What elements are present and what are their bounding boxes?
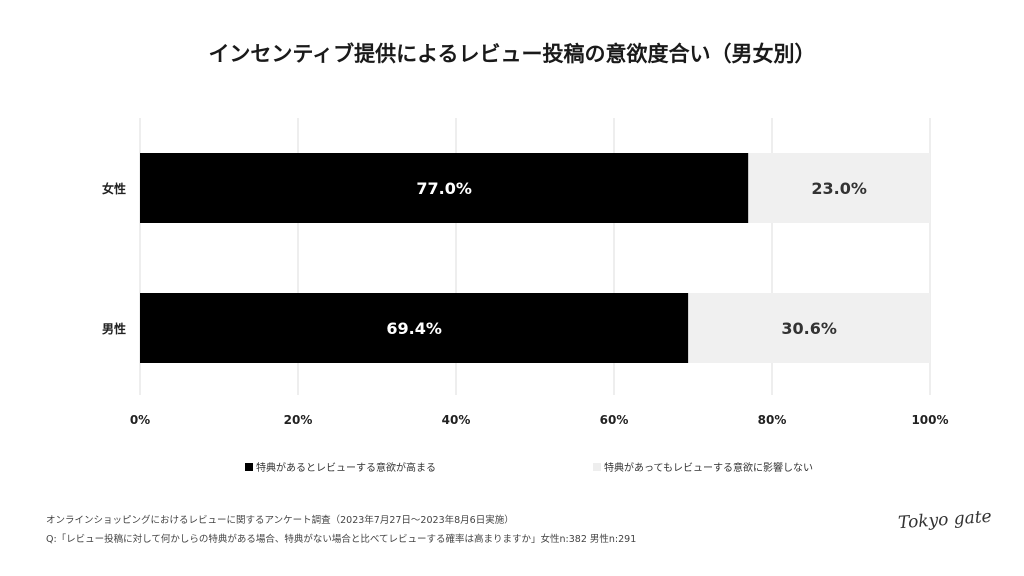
category-label: 女性 bbox=[102, 181, 126, 196]
x-tick-label: 0% bbox=[130, 413, 150, 427]
bar-segment bbox=[748, 153, 930, 223]
x-tick-label: 100% bbox=[911, 413, 948, 427]
data-label: 69.4% bbox=[386, 319, 442, 338]
legend-label: 特典があってもレビューする意欲に影響しない bbox=[604, 463, 813, 474]
x-tick-label: 80% bbox=[758, 413, 787, 427]
legend-swatch bbox=[593, 462, 601, 471]
x-tick-label: 40% bbox=[442, 413, 471, 427]
bar-segment bbox=[140, 153, 749, 223]
data-label: 23.0% bbox=[811, 179, 867, 198]
chart-title: インセンティブ提供によるレビュー投稿の意欲度合い（男女別） bbox=[208, 42, 816, 66]
legend-item-increase: 特典があるとレビューする意欲が高まる bbox=[245, 459, 436, 474]
legend-swatch bbox=[245, 462, 253, 471]
bar-segment bbox=[140, 293, 689, 363]
bar-segment bbox=[688, 293, 930, 363]
category-label: 男性 bbox=[102, 321, 126, 336]
question-note: Q:「レビュー投稿に対して何かしらの特典がある場合、特典がない場合と比べてレビュ… bbox=[46, 534, 637, 545]
legend-item-no-effect: 特典があってもレビューする意欲に影響しない bbox=[593, 459, 813, 474]
data-label: 30.6% bbox=[781, 319, 837, 338]
legend-label: 特典があるとレビューする意欲が高まる bbox=[256, 463, 436, 474]
survey-note: オンラインショッピングにおけるレビューに関するアンケート調査（2023年7月27… bbox=[46, 515, 514, 526]
x-tick-label: 60% bbox=[600, 413, 629, 427]
data-label: 77.0% bbox=[416, 179, 472, 198]
x-tick-label: 20% bbox=[284, 413, 313, 427]
